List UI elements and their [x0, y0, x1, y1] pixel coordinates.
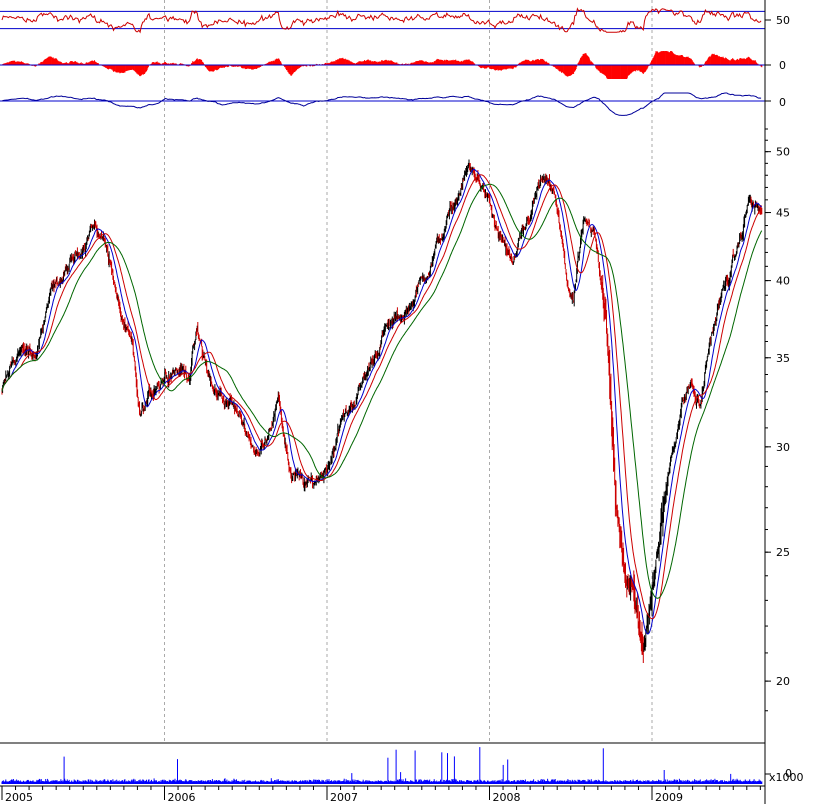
volume-panel	[1, 747, 763, 784]
price-tick-label: 30	[776, 441, 790, 454]
moving-average-line	[1, 183, 763, 599]
price-tick-label: 45	[776, 207, 790, 220]
rsi-tick-label: 50	[776, 14, 790, 27]
x-tick-label: 2005	[5, 791, 33, 804]
x-tick-label: 2009	[655, 791, 683, 804]
moving-average-line	[1, 174, 763, 620]
price-tick-label: 25	[776, 546, 790, 559]
price-panel	[1, 159, 763, 663]
x-tick-label: 2007	[330, 791, 358, 804]
price-tick-label: 20	[776, 675, 790, 688]
indicator-panels	[0, 7, 765, 116]
volume-tick-label: 0	[785, 767, 792, 780]
x-tick-label: 2008	[493, 791, 521, 804]
rsi-line	[1, 7, 762, 34]
oscillator-line	[1, 92, 762, 116]
x-tick-label: 2006	[168, 791, 196, 804]
price-tick-label: 35	[776, 352, 790, 365]
price-tick-label: 50	[776, 146, 790, 159]
price-tick-label: 40	[776, 275, 790, 288]
histogram-tick-label: 0	[779, 59, 786, 72]
moving-average-line	[1, 168, 763, 635]
grid-layer	[164, 0, 653, 743]
oscillator-tick-label: 0	[779, 96, 786, 109]
volume-unit-label: x1000	[769, 771, 804, 784]
